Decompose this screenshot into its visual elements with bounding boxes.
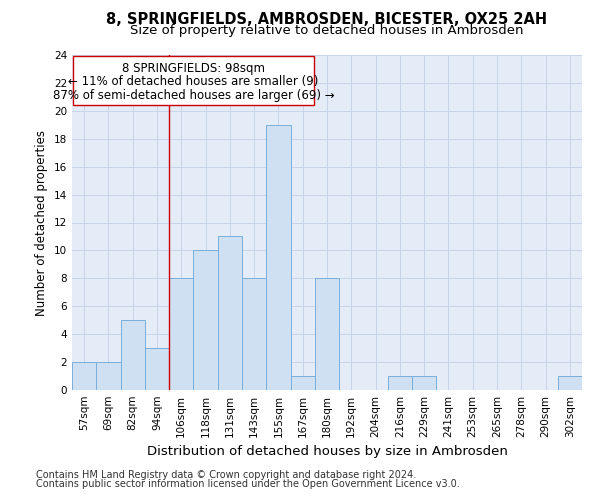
Bar [218,236,242,390]
Text: Contains HM Land Registry data © Crown copyright and database right 2024.: Contains HM Land Registry data © Crown c… [36,470,416,480]
Bar [169,278,193,390]
X-axis label: Distribution of detached houses by size in Ambrosden: Distribution of detached houses by size … [146,446,508,458]
Y-axis label: Number of detached properties: Number of detached properties [35,130,49,316]
Text: Size of property relative to detached houses in Ambrosden: Size of property relative to detached ho… [130,24,524,37]
Text: 8 SPRINGFIELDS: 98sqm: 8 SPRINGFIELDS: 98sqm [122,62,265,75]
FancyBboxPatch shape [73,56,314,106]
Bar [193,250,218,390]
Bar [145,348,169,390]
Bar [242,278,266,390]
Bar [412,376,436,390]
Text: 87% of semi-detached houses are larger (69) →: 87% of semi-detached houses are larger (… [53,89,334,102]
Bar [315,278,339,390]
Bar [121,320,145,390]
Bar [290,376,315,390]
Bar [388,376,412,390]
Bar [266,125,290,390]
Bar [72,362,96,390]
Text: 8, SPRINGFIELDS, AMBROSDEN, BICESTER, OX25 2AH: 8, SPRINGFIELDS, AMBROSDEN, BICESTER, OX… [106,12,548,28]
Text: Contains public sector information licensed under the Open Government Licence v3: Contains public sector information licen… [36,479,460,489]
Bar [558,376,582,390]
Text: ← 11% of detached houses are smaller (9): ← 11% of detached houses are smaller (9) [68,76,319,88]
Bar [96,362,121,390]
